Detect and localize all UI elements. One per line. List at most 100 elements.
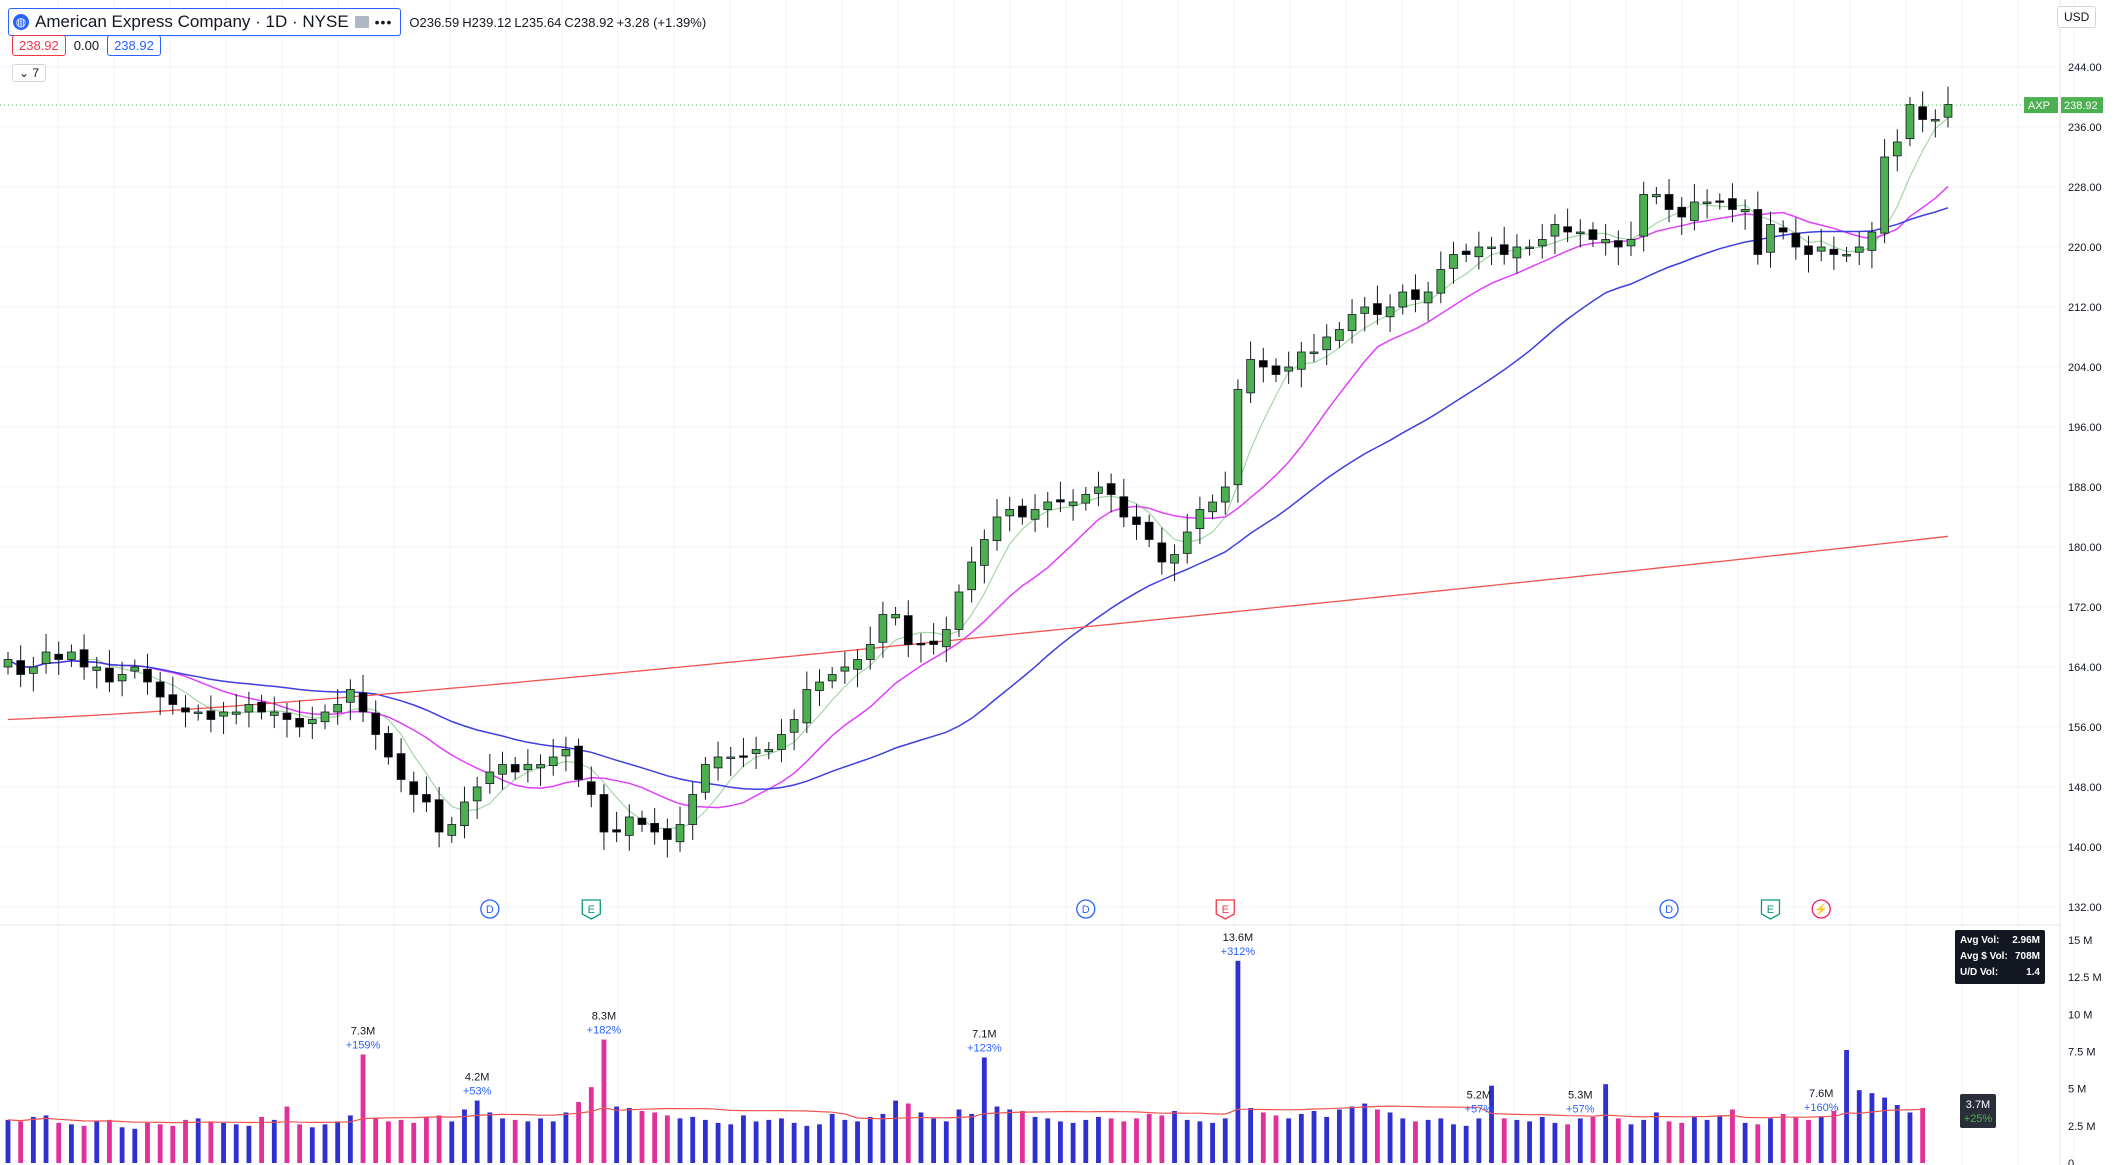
candle-body-up — [840, 666, 850, 672]
volume-bar — [347, 1115, 353, 1163]
price-tick-label: 180.00 — [2068, 542, 2102, 554]
candle-body-down — [663, 828, 672, 840]
volume-bar — [1286, 1118, 1292, 1163]
symbol-title[interactable]: American Express Company · 1D · NYSE — [35, 12, 349, 31]
candle-body-up — [1639, 194, 1649, 237]
candle — [282, 703, 292, 738]
candle-body-down — [1258, 360, 1268, 368]
candle — [1867, 221, 1877, 269]
volume-bar — [753, 1121, 759, 1163]
candle-body-up — [67, 651, 76, 660]
volume-bar — [779, 1118, 784, 1163]
price-tick-label: 148.00 — [2068, 782, 2102, 794]
globe-icon: ◍ — [13, 14, 29, 30]
candle-body-up — [1297, 351, 1306, 370]
candle-body-down — [434, 799, 444, 833]
volume-bar — [1007, 1109, 1013, 1163]
candle-body-down — [1271, 365, 1281, 375]
candle-body-down — [929, 640, 938, 645]
indicators-toggle-button[interactable]: ⌄ 7 — [12, 64, 47, 82]
symbol-tag-text: AXP — [2028, 100, 2050, 112]
candle — [1411, 274, 1420, 313]
volume-bar — [322, 1124, 328, 1163]
candle-body-down — [257, 701, 266, 713]
volume-stat-row: Avg Vol: 2.96M — [1960, 933, 2040, 949]
candle — [1436, 251, 1446, 304]
candle — [320, 704, 330, 730]
candle-body-up — [130, 666, 140, 672]
candle-body-up — [561, 749, 571, 757]
volume-bar — [918, 1112, 924, 1163]
candle-body-up — [1867, 231, 1877, 251]
dividend-marker — [1659, 899, 1679, 919]
candle-body-down — [1563, 226, 1572, 233]
volume-bar — [614, 1106, 620, 1163]
candle — [384, 725, 393, 765]
candle — [1791, 217, 1801, 260]
volume-bar — [1463, 1125, 1469, 1163]
candle-body-up — [764, 749, 774, 753]
volume-bar — [1197, 1121, 1203, 1163]
volume-bar — [943, 1121, 949, 1163]
volume-tick-label: 0 — [2068, 1158, 2074, 1165]
volume-spike-value: 5.2M — [1467, 1089, 1491, 1101]
candle-body-down — [1499, 244, 1509, 255]
spread-value: 0.00 — [73, 38, 100, 53]
volume-bar — [259, 1116, 265, 1163]
candle-body-up — [1525, 246, 1534, 249]
candle — [1144, 514, 1154, 547]
candle — [1690, 184, 1699, 231]
candle — [1880, 139, 1889, 244]
candle — [79, 634, 89, 680]
candle-body-up — [1905, 104, 1915, 140]
candle — [1056, 481, 1065, 513]
volume-bar — [1666, 1121, 1672, 1163]
candle — [510, 757, 520, 780]
more-options-icon[interactable]: ••• — [374, 14, 393, 30]
volume-bar — [525, 1121, 531, 1163]
candle — [701, 757, 710, 800]
volume-bar — [246, 1125, 252, 1163]
candle — [586, 766, 596, 808]
sma-fast-line — [7, 117, 1949, 830]
volume-bar — [1539, 1116, 1545, 1163]
candle-body-down — [384, 732, 393, 758]
candle-body-up — [1575, 231, 1585, 234]
volume-bar — [385, 1121, 391, 1163]
candle-body-up — [1702, 201, 1712, 204]
volume-bar — [652, 1112, 658, 1163]
candle — [929, 623, 938, 655]
volume-bar — [1514, 1119, 1520, 1163]
candle-body-up — [1182, 531, 1192, 554]
candle-body-up — [1208, 501, 1217, 513]
volume-bar — [1527, 1121, 1532, 1163]
candle — [1258, 347, 1268, 383]
candle — [358, 674, 368, 723]
candle — [853, 649, 862, 688]
event-marker-label: D — [1082, 904, 1090, 916]
volume-bar — [68, 1124, 74, 1163]
volume-bar — [1045, 1118, 1051, 1163]
candle-body-down — [1791, 232, 1801, 248]
volume-bar — [1248, 1107, 1254, 1163]
price-tick-label: 228.00 — [2068, 182, 2102, 194]
candle — [1702, 189, 1712, 219]
candle — [219, 701, 228, 735]
candle — [1182, 514, 1192, 564]
dividend-marker — [480, 899, 500, 919]
candle-body-up — [1449, 254, 1458, 269]
volume-bar — [119, 1127, 125, 1163]
volume-bar — [474, 1100, 480, 1163]
candle — [1652, 187, 1661, 205]
price-tick-label: 196.00 — [2068, 422, 2102, 434]
low-value: L235.64 — [514, 14, 562, 30]
symbol-search-box[interactable]: ◍ American Express Company · 1D · NYSE •… — [8, 8, 402, 36]
sell-price-button[interactable]: 238.92 — [12, 35, 66, 56]
candle — [269, 696, 279, 729]
candle-body-up — [1816, 246, 1826, 252]
currency-button[interactable]: USD — [2057, 6, 2097, 28]
candle-body-down — [168, 694, 178, 705]
candle-body-up — [244, 704, 254, 713]
buy-price-button[interactable]: 238.92 — [107, 35, 161, 56]
